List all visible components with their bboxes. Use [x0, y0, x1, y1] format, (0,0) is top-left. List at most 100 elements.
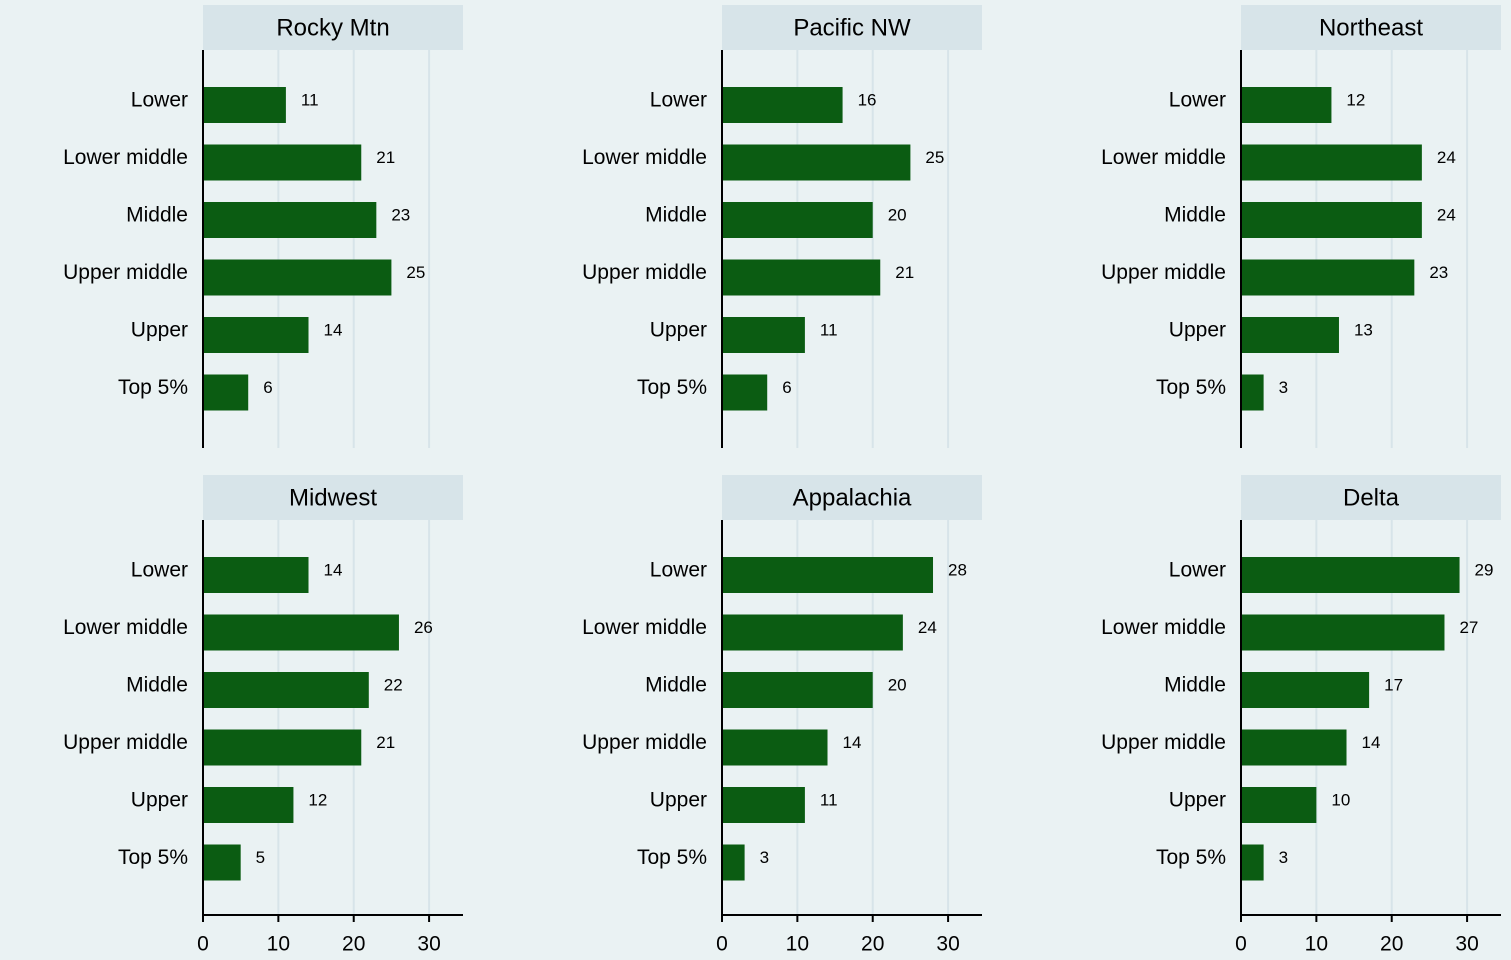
value-label: 5	[256, 848, 265, 867]
bar	[203, 672, 369, 708]
bar	[203, 259, 392, 296]
value-label: 3	[1279, 378, 1288, 397]
panel-header	[722, 5, 982, 50]
category-label: Lower	[650, 89, 707, 112]
category-label: Middle	[1164, 204, 1226, 227]
bar	[722, 202, 873, 238]
value-label: 27	[1459, 618, 1478, 637]
category-label: Top 5%	[118, 846, 188, 869]
category-label: Upper	[650, 789, 707, 812]
category-label: Upper middle	[582, 731, 707, 754]
x-tick-label: 20	[342, 933, 365, 956]
value-label: 21	[376, 733, 395, 752]
bar	[722, 374, 768, 411]
bar	[1241, 672, 1370, 708]
bar	[1241, 787, 1317, 823]
value-label: 21	[895, 263, 914, 282]
bar	[722, 614, 903, 651]
x-tick-label: 0	[1235, 933, 1247, 956]
bar	[203, 144, 362, 181]
panel-header	[203, 475, 463, 520]
value-label: 22	[384, 675, 403, 694]
category-label: Top 5%	[637, 376, 707, 399]
panel-title: Delta	[1343, 484, 1400, 511]
x-tick-label: 10	[267, 933, 290, 956]
bar	[1241, 729, 1347, 766]
value-label: 23	[391, 205, 410, 224]
category-label: Lower middle	[1101, 616, 1226, 639]
x-tick-label: 0	[197, 933, 209, 956]
category-label: Middle	[645, 674, 707, 697]
value-label: 20	[888, 675, 907, 694]
bar	[1241, 844, 1264, 881]
bar	[203, 729, 362, 766]
value-label: 20	[888, 205, 907, 224]
value-label: 6	[782, 378, 791, 397]
value-label: 13	[1354, 320, 1373, 339]
panel-header	[1241, 5, 1501, 50]
category-label: Upper middle	[582, 261, 707, 284]
category-label: Lower middle	[1101, 146, 1226, 169]
value-label: 11	[820, 790, 838, 809]
value-label: 25	[925, 148, 944, 167]
value-label: 25	[406, 263, 425, 282]
category-label: Middle	[126, 204, 188, 227]
value-label: 14	[324, 560, 343, 579]
category-label: Middle	[1164, 674, 1226, 697]
bar	[203, 614, 399, 651]
value-label: 24	[1437, 148, 1456, 167]
value-label: 14	[324, 320, 343, 339]
value-label: 21	[376, 148, 395, 167]
bar	[1241, 614, 1445, 651]
category-label: Top 5%	[1156, 376, 1226, 399]
category-label: Lower	[1169, 89, 1226, 112]
bar	[722, 144, 911, 181]
bar	[1241, 317, 1339, 353]
category-label: Top 5%	[1156, 846, 1226, 869]
panel-title: Northeast	[1319, 14, 1423, 41]
panel-title: Midwest	[289, 484, 377, 511]
value-label: 17	[1384, 675, 1403, 694]
value-label: 11	[301, 90, 319, 109]
value-label: 24	[1437, 205, 1456, 224]
category-label: Lower middle	[63, 146, 188, 169]
value-label: 12	[1346, 90, 1365, 109]
category-label: Lower middle	[582, 616, 707, 639]
bar	[203, 317, 309, 353]
x-tick-label: 10	[786, 933, 809, 956]
value-label: 26	[414, 618, 433, 637]
bar	[1241, 259, 1415, 296]
panel-header	[1241, 475, 1501, 520]
panel-title: Appalachia	[793, 484, 912, 511]
x-tick-label: 30	[936, 933, 959, 956]
bar	[1241, 144, 1422, 181]
category-label: Upper middle	[1101, 261, 1226, 284]
category-label: Upper middle	[63, 261, 188, 284]
bar	[722, 787, 805, 823]
bar	[722, 259, 881, 296]
value-label: 14	[843, 733, 862, 752]
category-label: Upper	[131, 319, 188, 342]
value-label: 14	[1362, 733, 1381, 752]
bar	[722, 729, 828, 766]
value-label: 29	[1475, 560, 1494, 579]
category-label: Middle	[126, 674, 188, 697]
bar	[1241, 374, 1264, 411]
bar	[203, 557, 309, 593]
value-label: 23	[1429, 263, 1448, 282]
category-label: Upper	[650, 319, 707, 342]
bar	[722, 844, 745, 881]
x-tick-label: 30	[417, 933, 440, 956]
x-tick-label: 20	[861, 933, 884, 956]
bar	[722, 317, 805, 353]
x-tick-label: 10	[1305, 933, 1328, 956]
bar	[722, 557, 934, 593]
bar	[1241, 557, 1460, 593]
bar	[1241, 87, 1332, 123]
category-label: Lower middle	[582, 146, 707, 169]
value-label: 16	[858, 90, 877, 109]
panel-title: Rocky Mtn	[276, 14, 389, 41]
category-label: Upper middle	[63, 731, 188, 754]
category-label: Top 5%	[637, 846, 707, 869]
